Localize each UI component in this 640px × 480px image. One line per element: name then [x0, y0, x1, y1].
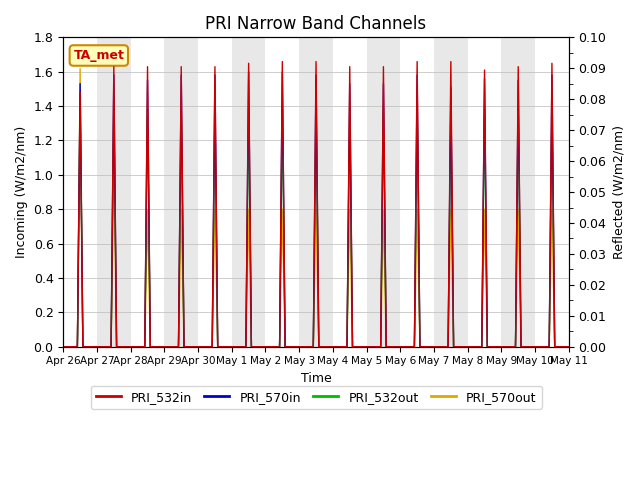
Bar	[164, 37, 198, 347]
PRI_532out	[76, 106, 84, 111]
Line: PRI_570out: PRI_570out	[63, 69, 569, 347]
Title: PRI Narrow Band Channels: PRI Narrow Band Channels	[205, 15, 427, 33]
PRI_532in	[563, 344, 571, 349]
PRI_532out	[168, 344, 175, 349]
PRI_570in	[565, 344, 573, 349]
PRI_570out	[76, 66, 84, 72]
PRI_532in	[565, 344, 573, 349]
PRI_570in	[385, 344, 393, 349]
Bar	[97, 37, 131, 347]
PRI_532out	[563, 344, 571, 349]
PRI_570out	[385, 344, 393, 349]
Bar	[400, 37, 434, 347]
PRI_570in	[162, 344, 170, 349]
PRI_532out	[163, 344, 170, 349]
PRI_532in	[248, 344, 256, 349]
Y-axis label: Incoming (W/m2/nm): Incoming (W/m2/nm)	[15, 126, 28, 258]
Bar	[232, 37, 266, 347]
PRI_570out	[565, 344, 573, 349]
Legend: PRI_532in, PRI_570in, PRI_532out, PRI_570out: PRI_532in, PRI_570in, PRI_532out, PRI_57…	[90, 385, 541, 408]
PRI_532in	[60, 344, 67, 349]
Bar	[299, 37, 333, 347]
Line: PRI_532in: PRI_532in	[63, 61, 569, 347]
PRI_570out	[249, 344, 257, 349]
PRI_570out	[458, 344, 465, 349]
PRI_532out	[60, 344, 67, 349]
Bar	[266, 37, 299, 347]
PRI_570out	[563, 344, 571, 349]
PRI_532out	[565, 344, 573, 349]
PRI_532out	[249, 344, 257, 349]
Bar	[367, 37, 400, 347]
X-axis label: Time: Time	[301, 372, 332, 385]
PRI_532in	[385, 344, 393, 349]
Line: PRI_570in: PRI_570in	[63, 72, 569, 347]
PRI_570in	[168, 344, 175, 349]
PRI_570in	[244, 69, 252, 75]
Bar	[198, 37, 232, 347]
PRI_570in	[563, 344, 571, 349]
Bar	[535, 37, 569, 347]
Bar	[434, 37, 468, 347]
PRI_570out	[60, 344, 67, 349]
Y-axis label: Reflected (W/m2/nm): Reflected (W/m2/nm)	[612, 125, 625, 259]
PRI_532in	[278, 59, 286, 64]
PRI_570in	[60, 344, 67, 349]
Text: TA_met: TA_met	[74, 49, 124, 62]
PRI_532in	[168, 344, 175, 349]
Line: PRI_532out: PRI_532out	[63, 108, 569, 347]
PRI_532out	[458, 344, 465, 349]
Bar	[333, 37, 367, 347]
Bar	[501, 37, 535, 347]
PRI_570out	[163, 344, 170, 349]
PRI_532in	[162, 344, 170, 349]
PRI_532in	[458, 344, 465, 349]
PRI_570in	[458, 344, 465, 349]
Bar	[131, 37, 164, 347]
PRI_570out	[168, 344, 175, 349]
Bar	[468, 37, 501, 347]
Bar	[63, 37, 97, 347]
PRI_532out	[385, 344, 393, 349]
PRI_570in	[249, 344, 257, 349]
